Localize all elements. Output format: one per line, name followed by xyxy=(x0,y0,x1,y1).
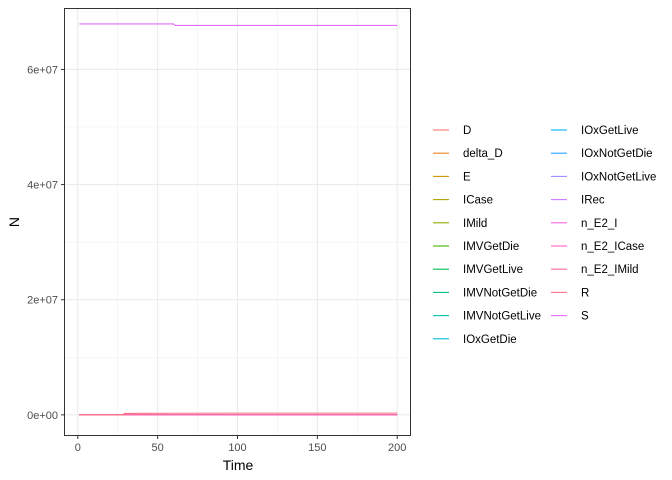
y-tick-label: 6e+07 xyxy=(27,64,58,76)
legend-label-ioxgetdie: IOxGetDie xyxy=(463,334,517,346)
legend-label-delta-d: delta_D xyxy=(463,148,503,160)
y-tick-label: 4e+07 xyxy=(27,180,58,192)
legend-label-n-e2-imild: n_E2_IMild xyxy=(581,264,639,276)
x-axis: 0 50 100 150 200 xyxy=(75,435,406,454)
legend-label-imvnotgetlive: IMVNotGetLive xyxy=(463,311,541,323)
y-axis-title: N xyxy=(6,217,22,227)
x-tick-label: 150 xyxy=(308,442,326,454)
legend-label-icase: ICase xyxy=(463,195,493,207)
legend-label-s: S xyxy=(581,311,589,323)
legend-label-ioxnotgetlive: IOxNotGetLive xyxy=(581,171,656,183)
legend-label-ioxnotgetdie: IOxNotGetDie xyxy=(581,148,653,160)
series-line-r xyxy=(79,412,398,416)
legend-label-imvgetlive: IMVGetLive xyxy=(463,264,523,276)
x-tick-label: 200 xyxy=(388,442,406,454)
x-tick-label: 50 xyxy=(152,442,164,454)
legend-label-r: R xyxy=(581,287,589,299)
y-axis: 0e+00 2e+07 4e+07 6e+07 xyxy=(27,64,65,422)
series-line-s xyxy=(79,23,398,26)
x-tick-label: 100 xyxy=(228,442,246,454)
y-tick-label: 0e+00 xyxy=(27,410,58,422)
legend-label-n-e2-i: n_E2_I xyxy=(581,218,617,230)
x-tick-label: 0 xyxy=(75,442,81,454)
legend-label-e: E xyxy=(463,171,471,183)
legend-label-imild: IMild xyxy=(463,218,487,230)
legend-label-n-e2-icase: n_E2_ICase xyxy=(581,241,644,253)
legend-label-imvgetdie: IMVGetDie xyxy=(463,241,519,253)
y-tick-label: 2e+07 xyxy=(27,295,58,307)
legend-label-ioxgetlive: IOxGetLive xyxy=(581,125,639,137)
x-axis-title: Time xyxy=(223,457,254,473)
legend-label-d: D xyxy=(463,125,471,137)
legend-label-irec: IRec xyxy=(581,195,605,207)
series-lines xyxy=(79,23,398,416)
legend-label-imvnotgetdie: IMVNotGetDie xyxy=(463,287,537,299)
